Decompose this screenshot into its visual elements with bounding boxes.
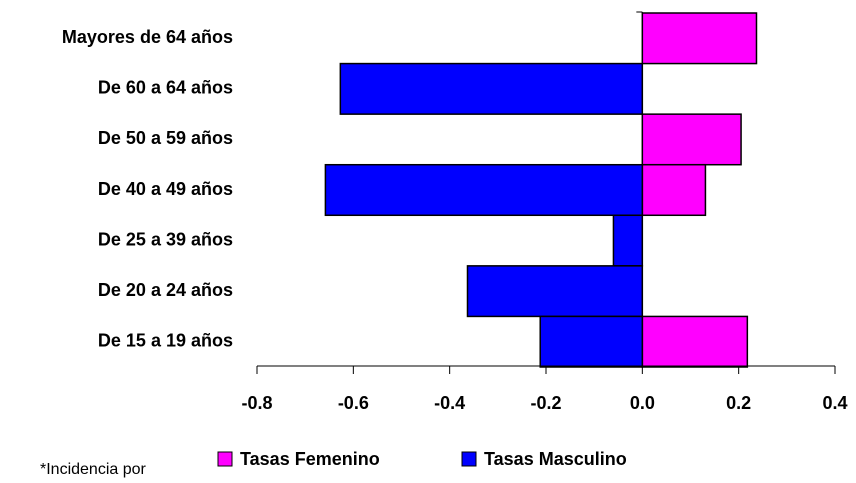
bar (641, 12, 758, 65)
legend-swatch (217, 451, 233, 467)
bar (539, 315, 644, 368)
x-tick-label: -0.8 (241, 393, 272, 413)
bar (466, 265, 644, 318)
legend-swatch (461, 451, 477, 467)
bar (612, 214, 644, 267)
x-tick-label: 0.4 (822, 393, 847, 413)
bar (641, 113, 742, 166)
x-tick-label: -0.2 (530, 393, 561, 413)
bar (641, 163, 707, 217)
bar (641, 315, 749, 368)
y-tick-label: De 50 a 59 años (98, 128, 233, 148)
y-tick-label: De 20 a 24 años (98, 280, 233, 300)
legend-label: Tasas Femenino (240, 449, 380, 469)
y-tick-label: De 40 a 49 años (98, 179, 233, 199)
y-tick-label: De 60 a 64 años (98, 78, 233, 98)
y-tick-label: De 25 a 39 años (98, 229, 233, 249)
x-tick-label: 0.2 (726, 393, 751, 413)
note: *Incidencia por (40, 461, 147, 478)
bar (339, 62, 644, 115)
bar (324, 163, 644, 217)
legend-label: Tasas Masculino (484, 449, 627, 469)
x-tick-label: -0.4 (434, 393, 465, 413)
x-tick-label: 0.0 (630, 393, 655, 413)
y-tick-label: Mayores de 64 años (62, 27, 233, 47)
x-tick-label: -0.6 (338, 393, 369, 413)
y-tick-label: De 15 a 19 años (98, 330, 233, 350)
